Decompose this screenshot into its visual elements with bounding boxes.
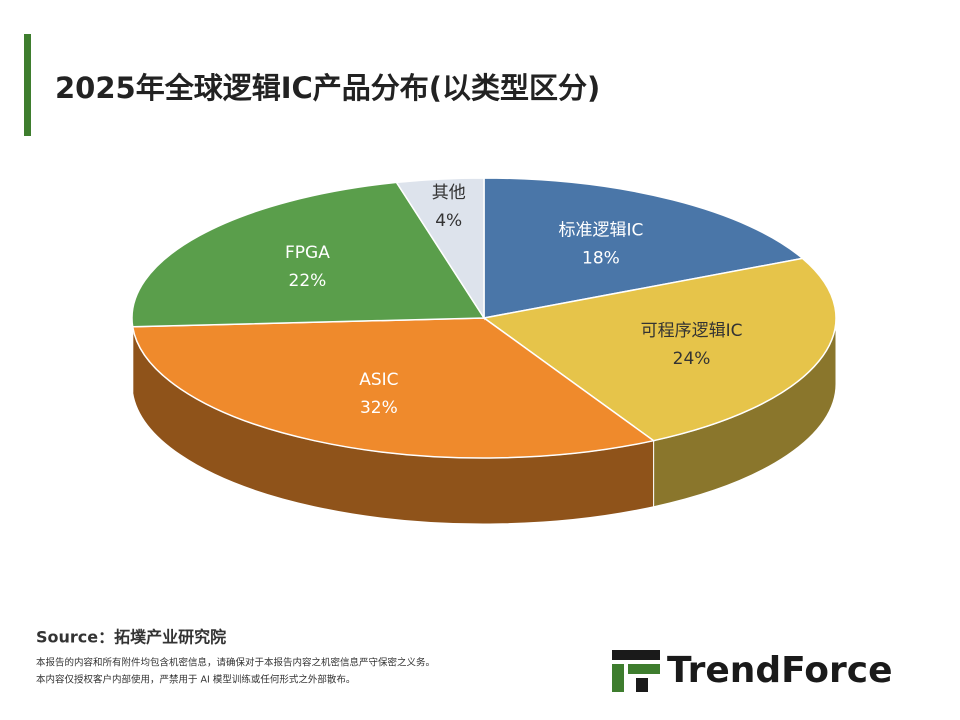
category-label: ASIC	[359, 370, 398, 390]
wedge	[131, 317, 656, 459]
category-label: 可程序逻辑IC	[641, 321, 743, 341]
note: 本内容仅授权客户内部使用，严禁用于 AI 模型训练或任何形式之外部散布。	[36, 674, 355, 686]
wedge	[483, 177, 805, 319]
data-label: 4%	[435, 211, 462, 231]
source: Source：拓墣产业研究院	[36, 628, 226, 647]
logo-icon	[612, 650, 660, 692]
wedge	[395, 177, 485, 321]
note: 本报告的内容和所有附件均包含机密信息，请确保对于本报告内容之机密信息严守保密之义…	[36, 657, 435, 669]
data-label: 24%	[673, 349, 711, 369]
data-label: 18%	[582, 249, 620, 269]
category-label: FPGA	[285, 243, 330, 263]
chart-title: 2025年全球逻辑IC产品分布(以类型区分)	[55, 71, 600, 105]
category-label: 其他	[432, 183, 466, 203]
wedge	[482, 257, 837, 442]
category-label: 标准逻辑IC	[558, 221, 643, 241]
data-label: 32%	[360, 398, 398, 418]
pie: 标准逻辑IC 18% 可程序逻辑IC 24% ASIC 32% FPGA 22% 其他 4%	[131, 177, 837, 525]
title-bar	[24, 34, 31, 136]
wedge	[131, 181, 486, 328]
data-label: 22%	[289, 271, 327, 291]
logo-text: TrendForce	[667, 650, 893, 691]
